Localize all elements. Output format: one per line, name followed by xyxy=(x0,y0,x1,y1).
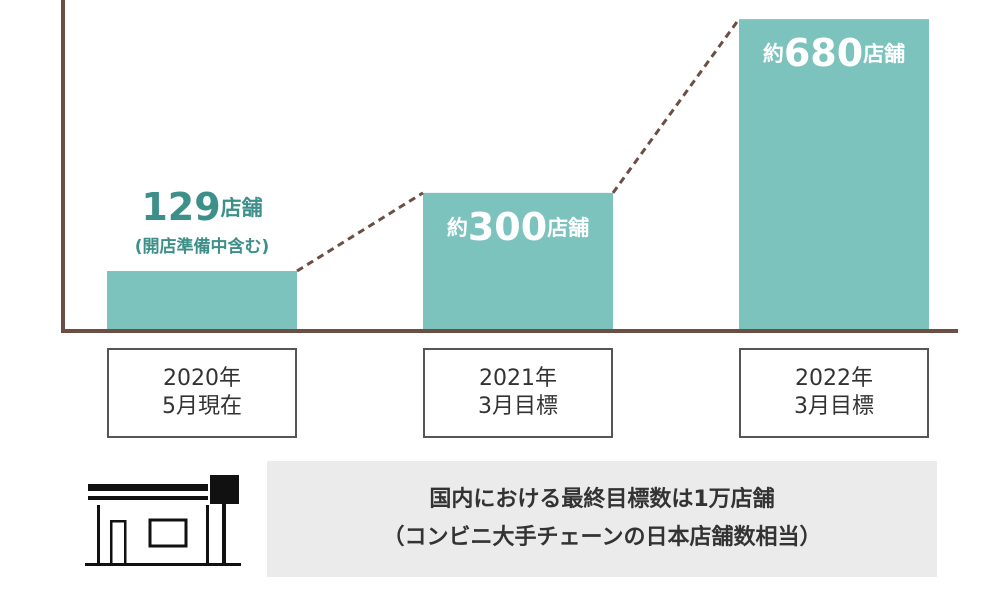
annotation: (開店準備中含む) xyxy=(135,236,270,257)
category-label: 2022年 3月目標 xyxy=(739,348,929,438)
connector xyxy=(296,191,424,273)
note-line: 国内における最終目標数は1万店舗 xyxy=(429,487,775,512)
connector xyxy=(611,18,741,194)
store-icon xyxy=(85,475,241,566)
note-line: （コンビニ大手チェーンの日本店舗数相当） xyxy=(382,525,822,550)
note-box: 国内における最終目標数は1万店舗 （コンビニ大手チェーンの日本店舗数相当） xyxy=(267,461,937,577)
category-label: 2021年 3月目標 xyxy=(423,348,613,438)
bar xyxy=(107,271,297,330)
value-label: 約680店舗 xyxy=(763,31,905,75)
category-label: 2020年 5月現在 xyxy=(107,348,297,438)
bar xyxy=(423,192,613,330)
bar xyxy=(739,19,929,331)
value-label: 129店舗 xyxy=(141,185,262,229)
value-label: 約300店舗 xyxy=(447,204,589,248)
